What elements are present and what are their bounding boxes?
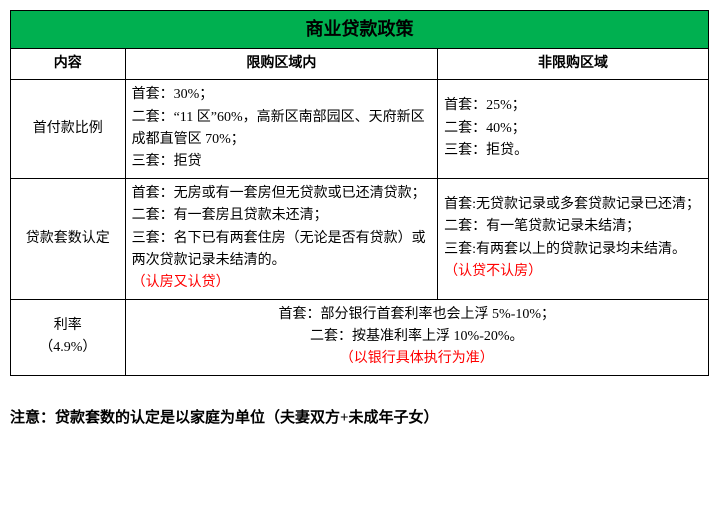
header-restricted: 限购区域内 xyxy=(125,48,438,79)
rate-label-line2: （4.9%） xyxy=(39,340,96,355)
header-row: 内容 限购区域内 非限购区域 xyxy=(11,48,709,79)
loan-policy-table: 商业贷款政策 内容 限购区域内 非限购区域 首付款比例 首套：30%；二套：“1… xyxy=(10,10,709,376)
loancount-restricted-note: （认房又认贷） xyxy=(132,275,230,290)
header-content: 内容 xyxy=(11,48,126,79)
downpayment-unrestricted: 首套：25%；二套：40%；三套：拒贷。 xyxy=(438,80,709,179)
rate-label: 利率 （4.9%） xyxy=(11,299,126,375)
row-loancount: 贷款套数认定 首套：无房或有一套房但无贷款或已还清贷款；二套：有一套房且贷款未还… xyxy=(11,178,709,299)
downpayment-label: 首付款比例 xyxy=(11,80,126,179)
rate-label-line1: 利率 xyxy=(54,318,82,333)
loancount-unrestricted-main: 首套:无贷款记录或多套贷款记录已还清；二套：有一笔贷款记录未结清；三套:有两套以… xyxy=(444,197,700,257)
loancount-unrestricted: 首套:无贷款记录或多套贷款记录已还清；二套：有一笔贷款记录未结清；三套:有两套以… xyxy=(438,178,709,299)
header-unrestricted: 非限购区域 xyxy=(438,48,709,79)
rate-merged-main: 首套：部分银行首套利率也会上浮 5%-10%；二套：按基准利率上浮 10%-20… xyxy=(279,307,556,344)
rate-merged: 首套：部分银行首套利率也会上浮 5%-10%；二套：按基准利率上浮 10%-20… xyxy=(125,299,708,375)
loancount-restricted-main: 首套：无房或有一套房但无贷款或已还清贷款；二套：有一套房且贷款未还清；三套：名下… xyxy=(132,186,426,268)
row-rate: 利率 （4.9%） 首套：部分银行首套利率也会上浮 5%-10%；二套：按基准利… xyxy=(11,299,709,375)
title-row: 商业贷款政策 xyxy=(11,11,709,49)
rate-merged-note: （以银行具体执行为准） xyxy=(340,351,494,366)
loancount-label: 贷款套数认定 xyxy=(11,178,126,299)
footer-note: 注意：贷款套数的认定是以家庭为单位（夫妻双方+未成年子女） xyxy=(10,406,709,427)
downpayment-restricted: 首套：30%；二套：“11 区”60%，高新区南部园区、天府新区成都直管区 70… xyxy=(125,80,438,179)
loancount-unrestricted-note: （认贷不认房） xyxy=(444,264,542,279)
table-title: 商业贷款政策 xyxy=(11,11,709,49)
loancount-restricted: 首套：无房或有一套房但无贷款或已还清贷款；二套：有一套房且贷款未还清；三套：名下… xyxy=(125,178,438,299)
row-downpayment: 首付款比例 首套：30%；二套：“11 区”60%，高新区南部园区、天府新区成都… xyxy=(11,80,709,179)
